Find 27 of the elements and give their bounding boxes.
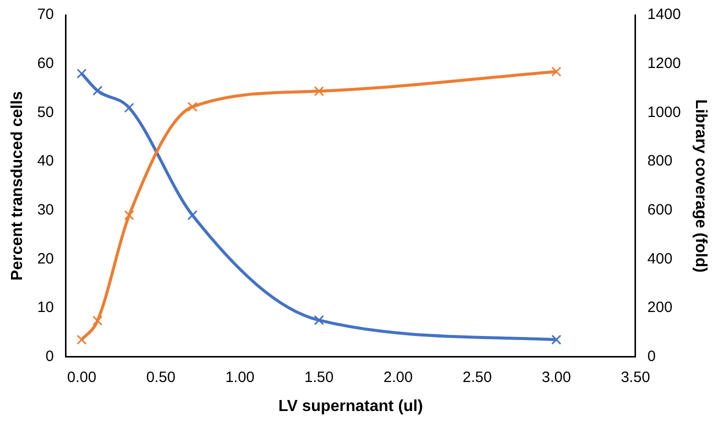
- y-tick-label: 0: [46, 348, 54, 365]
- x-tick-label: 3.50: [620, 368, 650, 386]
- y2-tick-label: 1200: [647, 54, 681, 72]
- x-tick-label: 1.00: [225, 368, 255, 386]
- y2-tick-label: 1000: [647, 104, 681, 121]
- x-tick-label: 0.00: [67, 368, 96, 386]
- y2-tick-label: 800: [647, 152, 672, 170]
- x-tick-label: 0.50: [146, 368, 176, 386]
- y2-axis-title: Library coverage (fold): [692, 99, 709, 273]
- x-tick-label: 3.00: [542, 368, 571, 386]
- y-tick-label: 70: [37, 6, 54, 24]
- y2-tick-label: 1400: [647, 6, 681, 24]
- y2-tick-label: 200: [647, 299, 672, 316]
- y-tick-label: 30: [37, 201, 54, 218]
- y-tick-label: 60: [37, 54, 54, 72]
- y2-tick-label: 600: [647, 201, 672, 218]
- y-tick-label: 10: [37, 299, 54, 316]
- y2-tick-label: 400: [647, 250, 672, 268]
- y2-tick-label: 0: [647, 348, 656, 365]
- y-tick-label: 40: [37, 152, 54, 170]
- x-axis-title: LV supernatant (ul): [278, 398, 423, 415]
- x-tick-label: 2.00: [384, 368, 413, 386]
- x-tick-label: 1.50: [304, 368, 334, 386]
- y-tick-label: 50: [37, 104, 54, 121]
- y-axis-title: Percent transduced cells: [9, 91, 26, 281]
- y-tick-label: 20: [37, 250, 54, 268]
- x-tick-label: 2.50: [462, 368, 492, 386]
